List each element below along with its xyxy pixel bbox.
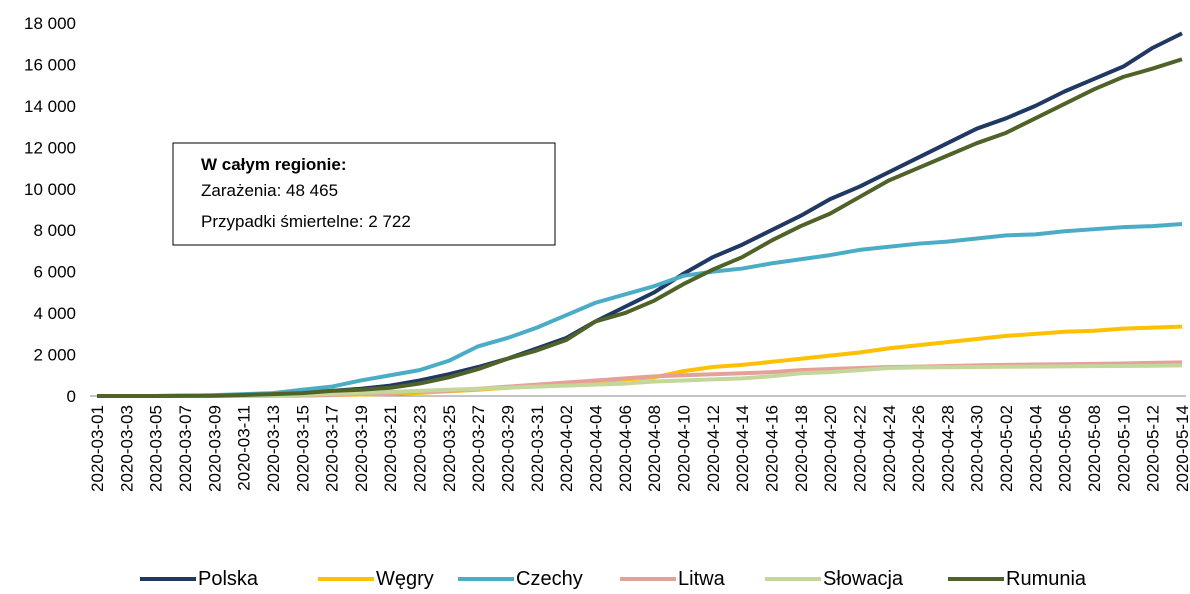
x-tick-label: 2020-03-19 [352,405,371,492]
legend-label: Rumunia [1006,568,1087,589]
legend-label: Czechy [516,568,583,589]
series-line [97,363,1183,398]
y-tick-label: 16 000 [24,55,76,74]
x-tick-label: 2020-04-22 [850,405,869,492]
y-tick-label: 4 000 [33,304,76,323]
x-tick-label: 2020-03-13 [264,405,283,492]
x-tick-label: 2020-05-08 [1085,405,1104,492]
y-tick-label: 6 000 [33,263,76,282]
x-tick-label: 2020-04-26 [909,405,928,492]
series-line [97,57,1183,398]
y-tick-label: 0 [67,387,76,406]
plot: 0 2 000 4 000 6 000 8 000 10 000 12 000 14 000 1… [24,14,1190,590]
legend-label: Węgry [376,568,434,589]
annotation-line: Zarażenia: 48 465 [201,181,338,200]
x-tick-label: 2020-05-04 [1026,405,1045,492]
x-tick-label: 2020-03-23 [411,405,430,492]
series-line [97,222,1183,398]
y-tick-label: 8 000 [33,221,76,240]
legend-label: Litwa [678,568,726,589]
x-tick-label: 2020-05-14 [1173,405,1190,492]
x-tick-label: 2020-03-27 [469,405,488,492]
y-tick-label: 12 000 [24,138,76,157]
x-tick-label: 2020-04-28 [938,405,957,492]
x-tick-label: 2020-04-08 [645,405,664,492]
x-tick-label: 2020-03-11 [235,405,254,491]
x-tick-label: 2020-04-30 [968,405,987,492]
legend-label: Słowacja [823,568,904,589]
x-tick-label: 2020-04-06 [616,405,635,492]
x-tick-label: 2020-05-10 [1114,405,1133,492]
x-tick-label: 2020-05-06 [1056,405,1075,492]
x-tick-label: 2020-03-17 [323,405,342,492]
x-tick-label: 2020-04-02 [557,405,576,492]
x-tick-label: 2020-03-09 [205,405,224,492]
y-tick-label: 14 000 [24,97,76,116]
x-tick-label: 2020-03-21 [381,405,400,492]
x-tick-label: 2020-04-24 [880,405,899,492]
y-tick-label: 2 000 [33,346,76,365]
annotation-title: W całym regionie: [201,155,346,174]
x-tick-label: 2020-04-04 [587,405,606,492]
x-tick-label: 2020-04-10 [674,405,693,492]
x-tick-label: 2020-04-14 [733,405,752,492]
x-tick-label: 2020-04-20 [821,405,840,492]
x-tick-label: 2020-04-18 [792,405,811,492]
x-tick-label: 2020-05-02 [997,405,1016,492]
x-tick-label: 2020-03-15 [293,405,312,492]
x-tick-label: 2020-03-03 [117,405,136,492]
annotation-box [172,142,556,246]
series-line [97,324,1183,398]
legend-label: Polska [198,568,259,589]
x-tick-label: 2020-04-12 [704,405,723,492]
annotation-line: Przypadki śmiertelne: 2 722 [201,212,411,231]
x-tick-label: 2020-03-31 [528,405,547,492]
x-tick-label: 2020-03-29 [499,405,518,492]
y-tick-label: 18 000 [24,14,76,33]
x-tick-label: 2020-05-12 [1144,405,1163,492]
x-tick-label: 2020-04-16 [762,405,781,492]
x-tick-label: 2020-03-05 [147,405,166,492]
x-tick-label: 2020-03-07 [176,405,195,492]
y-tick-label: 10 000 [24,180,76,199]
x-tick-label: 2020-03-01 [88,405,107,492]
x-tick-label: 2020-03-25 [440,405,459,492]
